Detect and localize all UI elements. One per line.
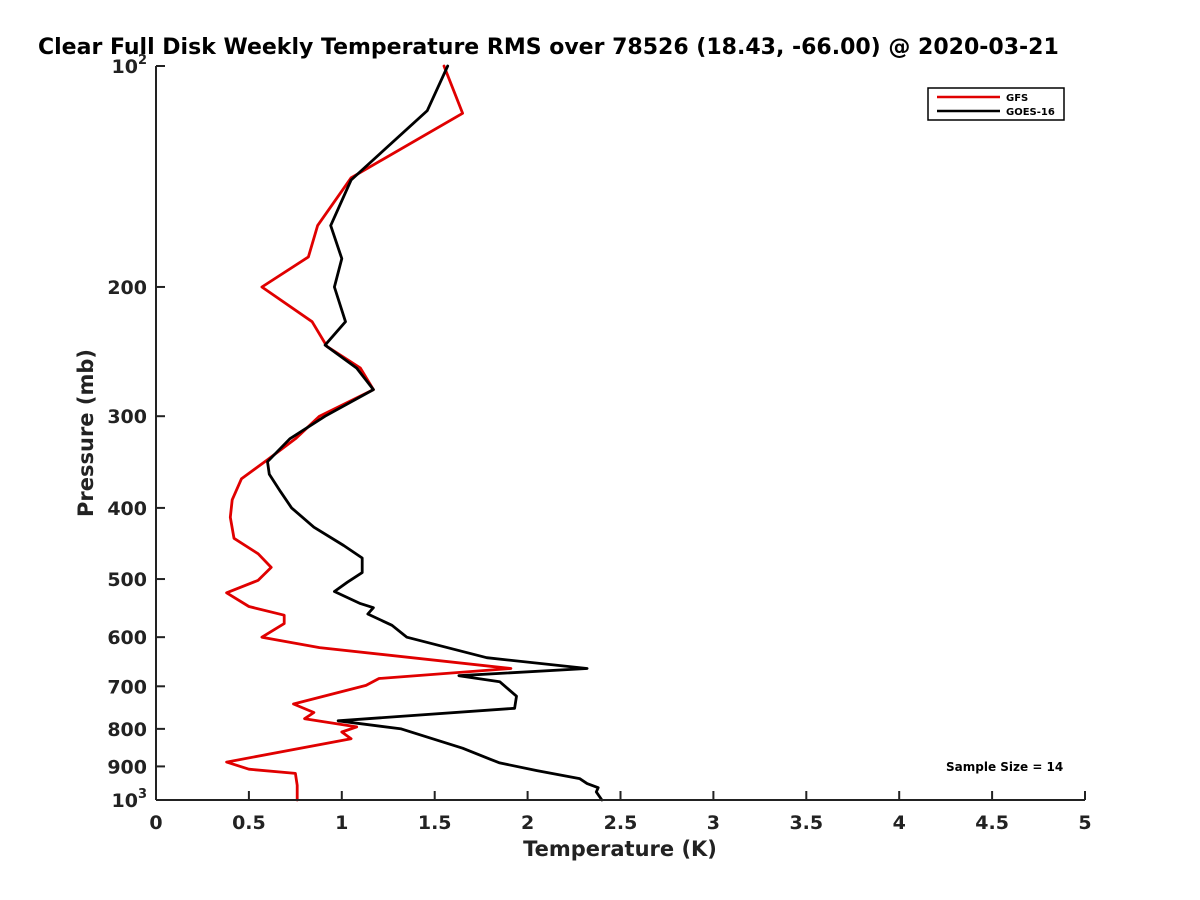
x-tick-label: 0 [149,812,162,834]
x-tick-label: 3.5 [789,812,823,834]
legend-label-gfs: GFS [1006,93,1028,104]
series-layer [225,64,604,802]
y-tick-label: 103 [112,787,148,812]
x-tick-label: 3 [707,812,720,834]
y-tick-label: 800 [107,719,147,741]
x-tick-layer: 0 0.5 1 1.5 2 2.5 3 3.5 4 4.5 5 [149,791,1092,834]
series-line-goes-16 [266,64,604,802]
legend-label-goes-16: GOES-16 [1006,107,1055,118]
sample-size-annotation: Sample Size = 14 [946,760,1063,774]
y-tick-label: 102 [112,53,148,78]
chart-title: Clear Full Disk Weekly Temperature RMS o… [38,35,1059,60]
x-tick-label: 1.5 [418,812,452,834]
x-tick-label: 4.5 [975,812,1009,834]
y-tick-label: 900 [107,756,147,778]
legend: GFS GOES-16 [927,87,1065,121]
x-tick-label: 1 [335,812,348,834]
x-tick-label: 4 [893,812,906,834]
y-tick-label: 500 [107,569,147,591]
y-tick-label: 200 [107,277,147,299]
series-line-gfs [225,64,513,802]
x-tick-label: 2.5 [604,812,638,834]
y-tick-layer: 102 200 300 400 500 600 700 800 900 103 [107,53,165,812]
x-tick-label: 2 [521,812,534,834]
y-tick-label: 600 [107,627,147,649]
x-tick-label: 0.5 [232,812,266,834]
y-axis-label: Pressure (mb) [74,349,98,517]
y-tick-label: 400 [107,498,147,520]
y-tick-label: 700 [107,676,147,698]
y-tick-label: 300 [107,406,147,428]
legend-box [927,87,1065,121]
x-tick-label: 5 [1078,812,1091,834]
x-axis-label: Temperature (K) [523,837,717,861]
